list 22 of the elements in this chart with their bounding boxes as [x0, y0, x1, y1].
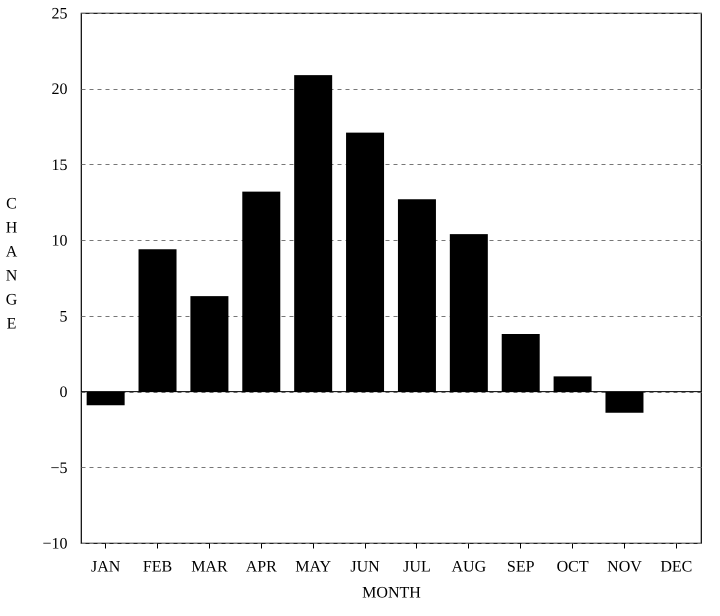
y-tick-label: 0 — [60, 384, 68, 402]
y-axis-title: CHANGE — [6, 196, 18, 332]
y-tick-label: 5 — [60, 308, 68, 326]
y-tick-label: 15 — [52, 156, 68, 174]
y-tick-label: 10 — [52, 232, 68, 250]
x-tick-label: SEP — [506, 558, 535, 576]
x-tick-label: MAR — [191, 558, 228, 576]
x-tick-label: NOV — [607, 558, 642, 576]
y-tick-label: 20 — [52, 81, 68, 98]
x-tick-label: JAN — [90, 558, 121, 576]
x-tick-label: AUG — [451, 558, 487, 576]
x-tick-label: FEB — [142, 558, 172, 576]
x-tick-label: MAY — [295, 558, 332, 576]
x-axis-title: MONTH — [362, 584, 422, 602]
y-tick-label: 25 — [52, 6, 68, 22]
x-tick-label: JUN — [350, 558, 380, 576]
x-tick-label: JUL — [403, 558, 431, 576]
y-tick-label: −10 — [42, 536, 68, 552]
x-tick-label: APR — [246, 558, 278, 576]
x-tick-label: DEC — [660, 558, 692, 576]
x-tick-label: OCT — [556, 558, 589, 576]
y-tick-label: −5 — [50, 460, 68, 477]
